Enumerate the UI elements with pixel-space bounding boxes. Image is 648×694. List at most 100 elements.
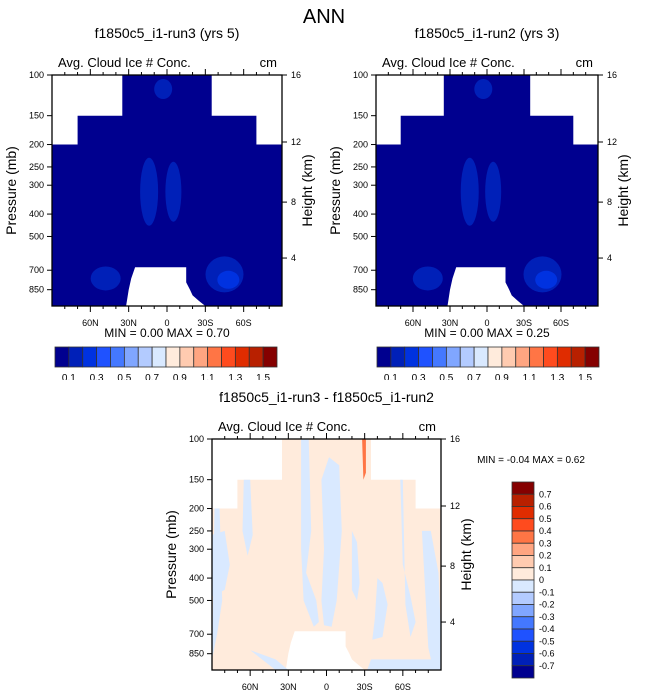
y-axis-label: Pressure (mb): [163, 510, 179, 599]
x-tick-label: 30N: [442, 318, 459, 328]
colorbar-label: 0.5: [117, 373, 131, 380]
y-tick-label: 150: [189, 475, 204, 485]
ice-maximum-contour: [485, 161, 502, 222]
stats-label: MIN = 0.00 MAX = 0.70: [104, 326, 230, 340]
negative-anomaly-region: [351, 530, 360, 601]
colorbar-box: [473, 346, 489, 368]
negative-anomaly-region: [301, 439, 319, 627]
stats-label: MIN = -0.04 MAX = 0.62: [477, 455, 585, 466]
right-tick-label: 16: [291, 70, 301, 80]
x-tick-label: 30S: [197, 318, 213, 328]
y-tick-label: 150: [353, 111, 368, 121]
colorbar-label: -0.1: [539, 587, 555, 597]
colorbar-box: [151, 346, 167, 368]
colorbar-label: 0.5: [439, 373, 453, 380]
colorbar-box: [511, 506, 535, 520]
y-tick-label: 400: [189, 573, 204, 583]
colorbar-box: [511, 604, 535, 618]
colorbar-box: [511, 665, 535, 679]
y-tick-label: 150: [29, 111, 44, 121]
colorbar-box: [511, 591, 535, 605]
y-tick-label: 250: [189, 526, 204, 536]
colorbar-box: [511, 567, 535, 581]
colorbar-label: 0.1: [62, 373, 76, 380]
negative-anomaly-region: [372, 578, 388, 640]
page-title: ANN: [302, 6, 346, 28]
colorbar-box: [404, 346, 420, 368]
right-tick-label: 8: [450, 561, 455, 571]
colorbar-box: [390, 346, 406, 368]
y-axis-label-right: Height (km): [615, 154, 631, 226]
variable-label: Avg. Cloud Ice # Conc.: [382, 55, 515, 70]
x-tick-label: 60S: [553, 318, 569, 328]
x-tick-label: 30N: [120, 318, 137, 328]
x-tick-label: 60N: [242, 682, 259, 692]
x-tick-label: 0: [324, 682, 329, 692]
y-tick-label: 500: [29, 231, 44, 241]
colorbar-box: [262, 346, 278, 368]
right-tick-label: 12: [450, 501, 460, 511]
units-label: cm: [260, 55, 277, 70]
plot-area: [212, 439, 441, 670]
x-tick-label: 30S: [357, 682, 373, 692]
y-axis-label: Pressure (mb): [3, 146, 19, 235]
x-tick-label: 60S: [236, 318, 252, 328]
ice-maximum-contour: [140, 157, 159, 226]
colorbar-label: 0.3: [90, 373, 104, 380]
ice-maximum-contour: [90, 266, 121, 291]
x-tick-label: 30S: [516, 318, 532, 328]
y-tick-label: 300: [29, 180, 44, 190]
y-tick-label: 100: [29, 70, 44, 80]
units-label: cm: [419, 419, 436, 434]
colorbar-box: [511, 640, 535, 654]
colorbar-box: [459, 346, 475, 368]
panel-3: f1850c5_i1-run3 - f1850c5_i1-run2 Avg. Cl…: [163, 389, 585, 692]
colorbar-label: 0.4: [539, 526, 552, 536]
colorbar-label: 0.7: [145, 373, 159, 380]
colorbar-box: [68, 346, 84, 368]
colorbar-label: 1.5: [256, 373, 270, 380]
y-tick-label: 300: [189, 544, 204, 554]
colorbar-label: 1.3: [228, 373, 242, 380]
y-tick-label: 300: [353, 180, 368, 190]
colorbar-box: [515, 346, 531, 368]
colorbar-label: 0.1: [539, 563, 552, 573]
colorbar-box: [543, 346, 558, 368]
y-tick-label: 100: [189, 434, 204, 444]
colorbar-label: 0.5: [539, 514, 552, 524]
colorbar-label: 1.1: [523, 373, 537, 380]
negative-anomaly-region: [212, 508, 223, 660]
panel-title: f1850c5_i1-run2 (yrs 3): [415, 25, 560, 41]
y-tick-label: 250: [353, 162, 368, 172]
x-tick-label: 60S: [395, 682, 411, 692]
y-tick-label: 700: [189, 629, 204, 639]
ice-maximum-contour: [217, 270, 240, 289]
right-tick-label: 12: [291, 137, 301, 147]
y-tick-label: 100: [353, 70, 368, 80]
colorbar-label: -0.4: [539, 624, 555, 634]
x-tick-label: 30N: [280, 682, 297, 692]
colorbar-box: [511, 518, 535, 532]
panel-title: f1850c5_i1-run3 - f1850c5_i1-run2: [219, 389, 434, 405]
negative-anomaly-region: [321, 457, 342, 627]
colorbar-label: -0.5: [539, 636, 555, 646]
colorbar-box: [445, 346, 461, 368]
colorbar-box: [570, 346, 586, 368]
y-tick-label: 850: [29, 285, 44, 295]
colorbar-box: [511, 616, 535, 630]
colorbar-box: [96, 346, 111, 368]
colorbar-box: [511, 530, 535, 544]
y-tick-label: 400: [353, 209, 368, 219]
panel-2: f1850c5_i1-run2 (yrs 3) Avg. Cloud Ice # …: [327, 25, 631, 380]
panel-title: f1850c5_i1-run3 (yrs 5): [95, 25, 240, 41]
colorbar-box: [54, 346, 70, 368]
variable-label: Avg. Cloud Ice # Conc.: [58, 55, 191, 70]
y-axis-label-right: Height (km): [458, 518, 474, 590]
colorbar-box: [511, 481, 535, 495]
right-tick-label: 8: [291, 197, 296, 207]
y-tick-label: 500: [353, 231, 368, 241]
colorbar-box: [584, 346, 600, 368]
right-tick-label: 16: [450, 434, 460, 444]
colorbar-box: [221, 346, 236, 368]
colorbar-box: [511, 542, 535, 556]
